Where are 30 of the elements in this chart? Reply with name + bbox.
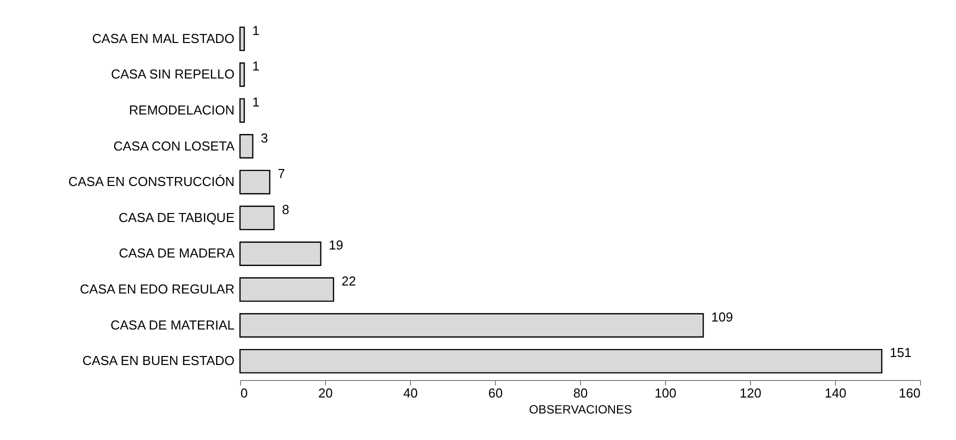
x-tick-label: 100 <box>654 386 676 400</box>
x-tick-label: 60 <box>488 386 503 400</box>
data-label: 1 <box>252 22 260 38</box>
x-tick-label: 0 <box>240 386 248 400</box>
y-tick-label: CASA DE MADERA <box>118 246 235 261</box>
data-label: 7 <box>278 166 285 182</box>
x-tick-label: 140 <box>824 386 846 400</box>
x-axis-title: OBSERVACIONES <box>529 402 632 416</box>
x-tick-label: 160 <box>898 386 920 400</box>
y-tick-label: CASA SIN REPELLO <box>110 66 234 82</box>
y-tick-label: CASA DE MATERIAL <box>110 317 234 332</box>
x-tick-label: 20 <box>318 386 333 400</box>
y-tick-label: CASA CON LOSETA <box>113 138 235 154</box>
y-tick-label: CASA EN EDO REGULAR <box>80 282 234 297</box>
data-label: 1 <box>252 94 260 110</box>
data-label: 8 <box>282 202 290 217</box>
data-label: 1 <box>252 58 260 74</box>
data-label: 151 <box>890 345 912 360</box>
y-tick-label: CASA EN MAL ESTADO <box>92 30 234 46</box>
data-label: 109 <box>711 309 733 324</box>
x-tick-label: 120 <box>740 386 762 400</box>
y-tick-label: REMODELACION <box>129 102 234 118</box>
y-tick-label: CASA EN CONSTRUCCIÓN <box>68 174 234 190</box>
y-tick-label: CASA EN BUEN ESTADO <box>82 353 234 368</box>
x-tick-label: 80 <box>573 386 588 400</box>
data-label: 19 <box>328 238 344 253</box>
y-tick-label: CASA DE TABIQUE <box>118 210 235 225</box>
data-label: 22 <box>342 274 356 289</box>
x-tick-label: 40 <box>403 386 418 400</box>
data-label: 3 <box>260 130 268 146</box>
